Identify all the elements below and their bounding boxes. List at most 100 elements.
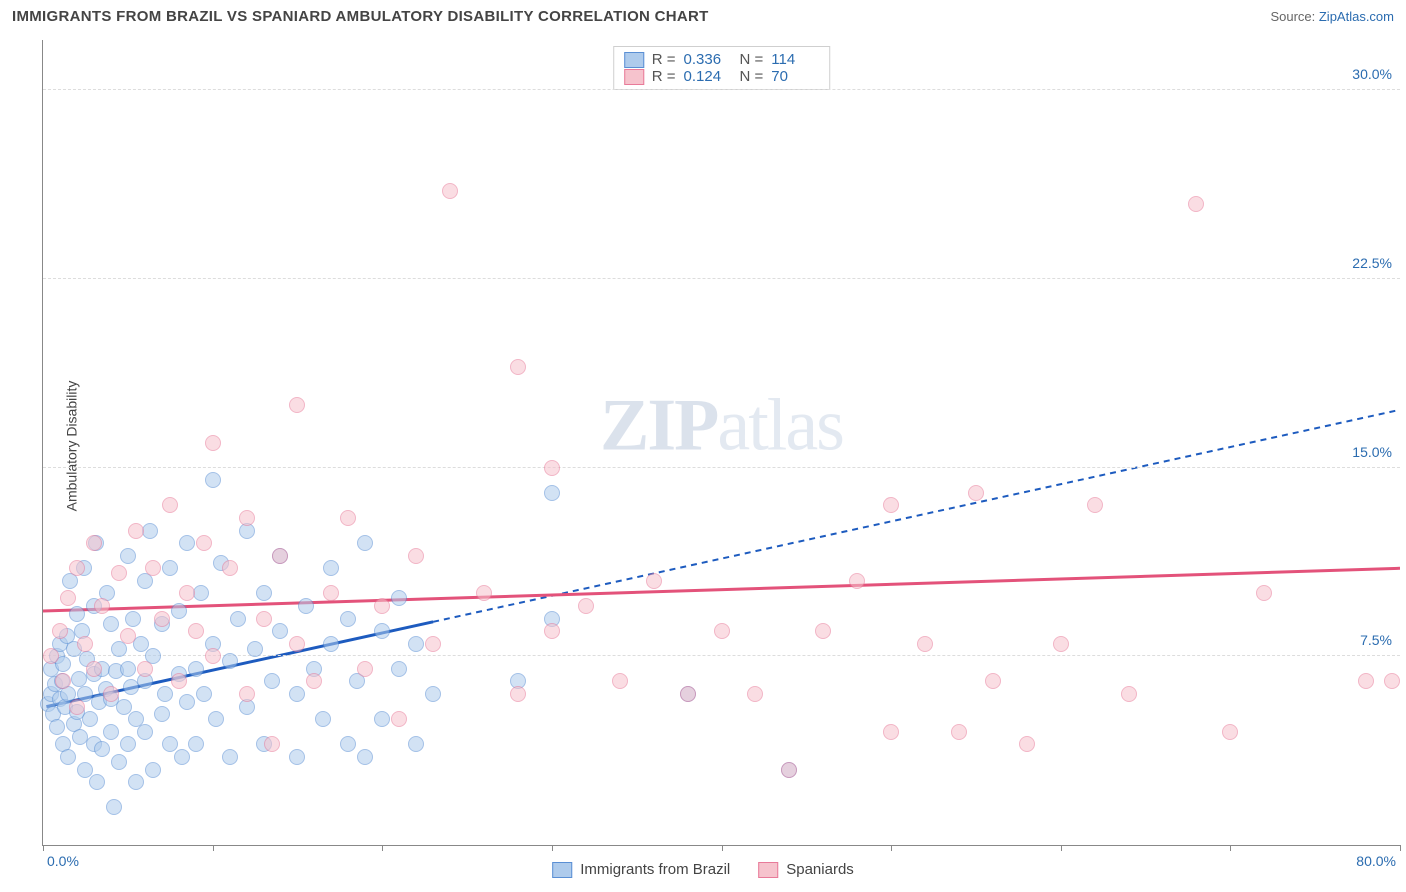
data-point <box>951 724 967 740</box>
data-point <box>222 560 238 576</box>
data-point <box>883 497 899 513</box>
data-point <box>103 724 119 740</box>
source-link[interactable]: ZipAtlas.com <box>1319 9 1394 24</box>
data-point <box>86 661 102 677</box>
data-point <box>145 560 161 576</box>
data-point <box>111 754 127 770</box>
legend-r-value: 0.124 <box>684 68 732 85</box>
data-point <box>106 799 122 815</box>
data-point <box>120 628 136 644</box>
x-tick <box>213 845 214 851</box>
data-point <box>985 673 1001 689</box>
data-point <box>968 485 984 501</box>
data-point <box>69 606 85 622</box>
data-point <box>408 736 424 752</box>
data-point <box>298 598 314 614</box>
data-point <box>162 560 178 576</box>
data-point <box>510 686 526 702</box>
gridline <box>43 467 1400 468</box>
data-point <box>323 636 339 652</box>
data-point <box>544 623 560 639</box>
data-point <box>171 673 187 689</box>
scatter-chart: ZIPatlas R =0.336N =114R =0.124N =70 0.0… <box>42 40 1400 846</box>
data-point <box>272 548 288 564</box>
data-point <box>69 699 85 715</box>
data-point <box>43 648 59 664</box>
data-point <box>49 719 65 735</box>
data-point <box>94 598 110 614</box>
legend-r-label: R = <box>652 51 676 68</box>
x-tick <box>43 845 44 851</box>
data-point <box>391 590 407 606</box>
data-point <box>82 711 98 727</box>
data-point <box>52 623 68 639</box>
data-point <box>239 510 255 526</box>
x-tick <box>1061 845 1062 851</box>
data-point <box>179 535 195 551</box>
x-axis-max-label: 80.0% <box>1356 853 1396 869</box>
legend-swatch <box>758 862 778 878</box>
data-point <box>646 573 662 589</box>
data-point <box>272 623 288 639</box>
data-point <box>196 686 212 702</box>
data-point <box>154 611 170 627</box>
data-point <box>306 673 322 689</box>
series-name: Spaniards <box>786 861 854 878</box>
data-point <box>425 686 441 702</box>
legend-n-label: N = <box>740 68 764 85</box>
data-point <box>188 661 204 677</box>
data-point <box>222 653 238 669</box>
data-point <box>340 736 356 752</box>
legend-n-value: 114 <box>771 51 819 68</box>
gridline <box>43 278 1400 279</box>
x-tick <box>1400 845 1401 851</box>
data-point <box>315 711 331 727</box>
data-point <box>137 724 153 740</box>
chart-title: IMMIGRANTS FROM BRAZIL VS SPANIARD AMBUL… <box>12 8 709 25</box>
data-point <box>289 636 305 652</box>
data-point <box>179 694 195 710</box>
data-point <box>374 623 390 639</box>
data-point <box>289 397 305 413</box>
data-point <box>374 711 390 727</box>
data-point <box>510 359 526 375</box>
x-tick <box>722 845 723 851</box>
data-point <box>154 706 170 722</box>
data-point <box>174 749 190 765</box>
data-point <box>289 749 305 765</box>
data-point <box>120 661 136 677</box>
data-point <box>612 673 628 689</box>
data-point <box>1053 636 1069 652</box>
data-point <box>391 661 407 677</box>
x-tick <box>552 845 553 851</box>
data-point <box>264 736 280 752</box>
data-point <box>680 686 696 702</box>
data-point <box>578 598 594 614</box>
gridline <box>43 89 1400 90</box>
legend-n-value: 70 <box>771 68 819 85</box>
data-point <box>71 671 87 687</box>
data-point <box>442 183 458 199</box>
data-point <box>357 661 373 677</box>
data-point <box>120 548 136 564</box>
data-point <box>1087 497 1103 513</box>
data-point <box>239 686 255 702</box>
data-point <box>357 749 373 765</box>
data-point <box>340 611 356 627</box>
data-point <box>323 585 339 601</box>
data-point <box>55 673 71 689</box>
stats-legend-row: R =0.336N =114 <box>624 51 820 68</box>
data-point <box>125 611 141 627</box>
series-name: Immigrants from Brazil <box>580 861 730 878</box>
data-point <box>476 585 492 601</box>
data-point <box>391 711 407 727</box>
data-point <box>323 560 339 576</box>
stats-legend-row: R =0.124N =70 <box>624 68 820 85</box>
data-point <box>425 636 441 652</box>
x-tick <box>382 845 383 851</box>
data-point <box>94 741 110 757</box>
data-point <box>917 636 933 652</box>
data-point <box>1256 585 1272 601</box>
data-point <box>1019 736 1035 752</box>
data-point <box>264 673 280 689</box>
